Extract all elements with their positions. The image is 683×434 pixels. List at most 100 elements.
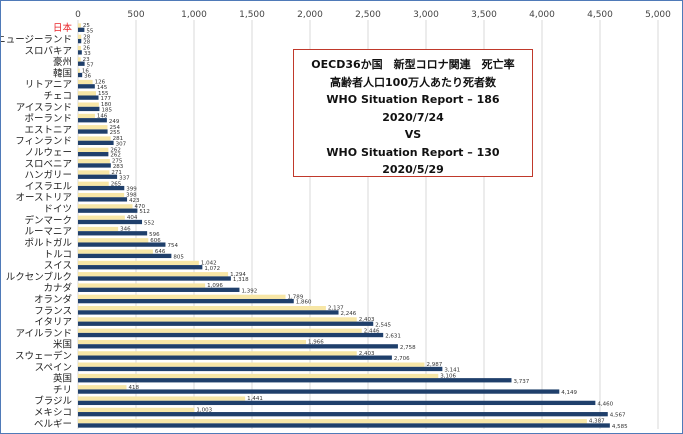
data-label-2020-5-29: 1,860 <box>296 300 312 306</box>
data-label-2020-5-29: 36 <box>84 74 91 80</box>
category-label: スイス <box>44 261 72 272</box>
category-label: スロバキア <box>24 46 72 57</box>
data-label-2020-5-29: 399 <box>126 187 137 193</box>
data-label-2020-5-29: 337 <box>119 175 130 181</box>
x-tick-label: 1,500 <box>239 10 265 20</box>
bar-2020-7-24 <box>78 181 109 186</box>
bar-2020-7-24 <box>78 45 82 51</box>
data-label-2020-5-29: 1,072 <box>204 266 220 272</box>
bar-2020-7-24 <box>78 351 357 356</box>
bar-2020-7-24 <box>78 23 81 28</box>
bar-2020-7-24 <box>78 373 439 379</box>
bar-2020-5-29 <box>78 27 85 32</box>
bar-2020-7-24 <box>78 328 362 333</box>
data-label-2020-7-24: 470 <box>135 204 146 210</box>
bar-2020-7-24 <box>78 294 286 299</box>
x-tick-label: 1,000 <box>181 10 207 20</box>
bar-2020-7-24 <box>78 102 99 107</box>
category-label: 日本 <box>53 22 73 34</box>
data-label-2020-7-24: 16 <box>82 68 89 74</box>
bar-2020-5-29 <box>78 344 398 349</box>
data-label-2020-5-29: 596 <box>149 232 160 238</box>
title-line-4: 2020/7/24 <box>382 110 444 124</box>
bar-2020-7-24 <box>78 57 81 62</box>
data-label-2020-7-24: 23 <box>83 57 90 63</box>
title-line-7: 2020/5/29 <box>382 163 444 176</box>
bar-2020-5-29 <box>78 276 231 281</box>
bar-2020-5-29 <box>78 50 82 55</box>
data-label-2020-7-24: 275 <box>112 159 123 165</box>
data-label-2020-5-29: 249 <box>109 119 120 125</box>
data-label-2020-5-29: 255 <box>110 130 121 136</box>
x-tick-label: 0 <box>75 10 81 20</box>
title-line-2: 高齢者人口100万人あたり死者数 <box>330 75 496 89</box>
category-label: スペイン <box>35 362 72 373</box>
bar-2020-5-29 <box>78 129 108 134</box>
data-label-2020-5-29: 4,585 <box>612 424 628 430</box>
data-label-2020-5-29: 4,567 <box>610 413 626 419</box>
bar-2020-5-29 <box>78 95 99 100</box>
bar-2020-7-24 <box>78 68 80 73</box>
data-label-2020-7-24: 180 <box>101 102 112 108</box>
bar-2020-7-24 <box>78 204 133 209</box>
data-label-2020-5-29: 4,149 <box>561 390 577 396</box>
category-label: 韓国 <box>53 68 72 79</box>
bar-2020-7-24 <box>78 385 127 390</box>
category-label: フランス <box>34 306 72 317</box>
bar-2020-7-24 <box>78 249 153 254</box>
category-label: アイルランド <box>15 328 72 339</box>
x-tick-label: 500 <box>127 10 144 20</box>
x-tick-label: 4,000 <box>529 10 555 20</box>
bar-2020-7-24 <box>78 238 149 243</box>
category-label: スウェーデン <box>15 350 72 362</box>
bar-2020-5-29 <box>78 197 128 202</box>
bar-2020-5-29 <box>78 242 166 247</box>
bar-2020-5-29 <box>78 231 148 236</box>
bar-2020-5-29 <box>78 287 240 292</box>
category-label: ニュージーランド <box>1 34 72 45</box>
bar-2020-7-24 <box>78 192 125 198</box>
data-label-2020-7-24: 262 <box>110 147 121 153</box>
data-label-2020-5-29: 754 <box>167 243 178 249</box>
bar-2020-7-24 <box>78 283 206 288</box>
data-label-2020-5-29: 3,737 <box>513 379 529 385</box>
bar-2020-5-29 <box>78 366 443 372</box>
data-label-2020-7-24: 2,403 <box>359 351 375 357</box>
data-label-2020-5-29: 2,631 <box>385 334 401 340</box>
bar-2020-7-24 <box>78 159 110 164</box>
data-label-2020-5-29: 55 <box>86 28 93 34</box>
data-label-2020-5-29: 1,318 <box>233 277 249 283</box>
category-label: カナダ <box>43 282 72 294</box>
data-label-2020-5-29: 2,246 <box>341 311 357 317</box>
data-label-2020-5-29: 552 <box>144 221 155 227</box>
data-label-2020-7-24: 126 <box>95 80 106 86</box>
category-label: メキシコ <box>34 408 72 419</box>
data-label-2020-7-24: 3,106 <box>440 374 456 380</box>
category-label: ハンガリー <box>24 170 72 181</box>
bar-2020-7-24 <box>78 272 229 277</box>
data-label-2020-5-29: 177 <box>101 96 112 102</box>
bar-2020-5-29 <box>78 72 83 78</box>
category-label: イスラエル <box>25 181 73 192</box>
category-label: ベルギー <box>34 419 72 430</box>
data-label-2020-5-29: 2,545 <box>375 322 391 328</box>
data-label-2020-7-24: 25 <box>83 23 90 29</box>
title-line-1: OECD36か国 新型コロナ関連 死亡率 <box>311 58 515 71</box>
data-label-2020-7-24: 2,446 <box>364 328 380 334</box>
data-labels: 2555282826332357163612614515517718018514… <box>82 23 628 430</box>
data-label-2020-5-29: 185 <box>101 107 112 113</box>
bar-2020-7-24 <box>78 125 108 130</box>
data-label-2020-7-24: 28 <box>83 34 90 40</box>
category-label: デンマーク <box>24 214 72 226</box>
data-label-2020-5-29: 4,460 <box>597 401 613 407</box>
bar-2020-5-29 <box>78 118 107 123</box>
bar-2020-7-24 <box>78 260 199 266</box>
category-label: ポルトガル <box>24 238 72 249</box>
data-label-2020-7-24: 646 <box>155 249 166 255</box>
data-label-2020-7-24: 1,441 <box>247 396 263 402</box>
category-label: ブラジル <box>34 395 72 407</box>
bar-2020-5-29 <box>78 400 596 406</box>
data-label-2020-5-29: 262 <box>110 153 121 159</box>
bars <box>78 23 610 428</box>
